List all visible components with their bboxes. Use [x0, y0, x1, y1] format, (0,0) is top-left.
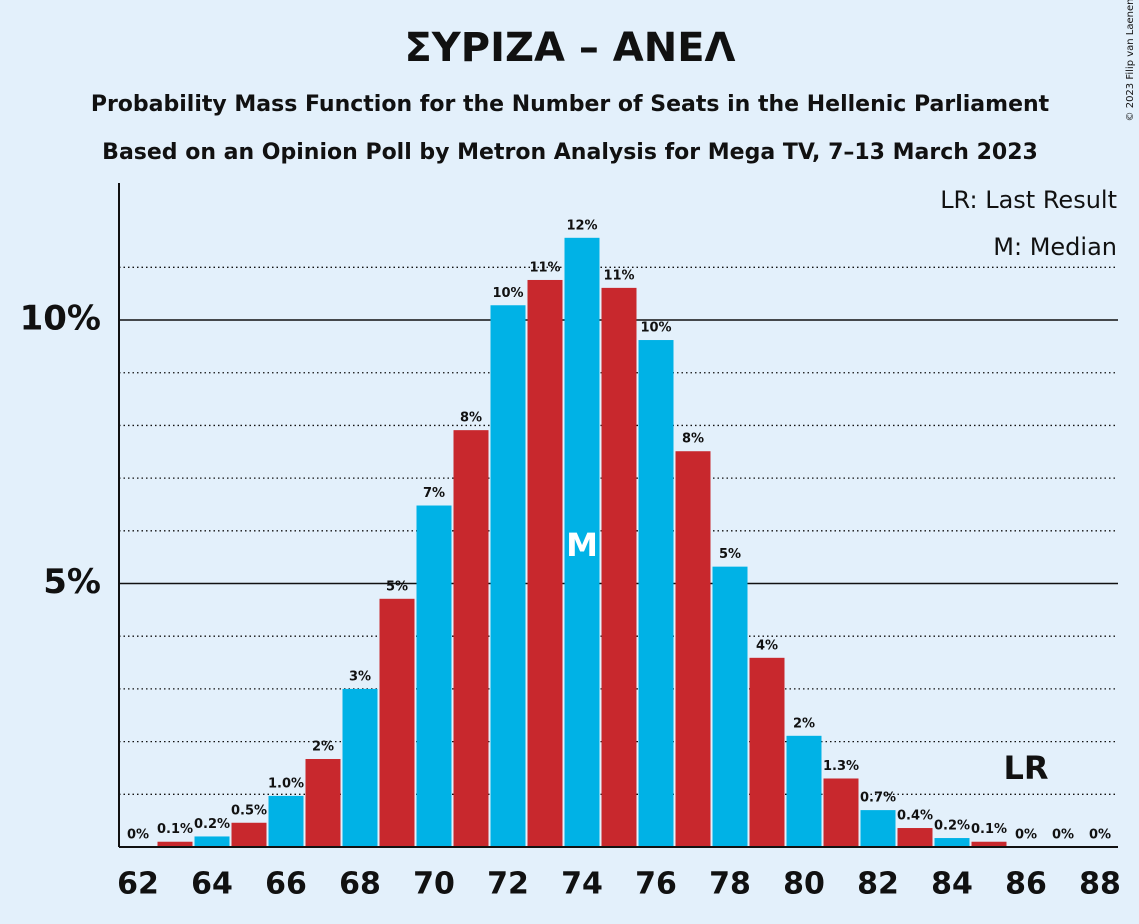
chart-subtitle: Probability Mass Function for the Number… [91, 92, 1050, 117]
x-tick-label: 88 [1079, 867, 1121, 902]
x-tick-label: 76 [635, 867, 677, 902]
bar [231, 822, 267, 847]
chart-subtitle: Based on an Opinion Poll by Metron Analy… [102, 140, 1038, 165]
last-result-marker: LR [1003, 749, 1048, 787]
bar [379, 598, 415, 847]
bar [342, 688, 378, 847]
bar [897, 828, 933, 847]
bar [786, 735, 822, 847]
value-label: 3% [349, 669, 371, 684]
x-tick-label: 66 [265, 867, 307, 902]
value-label: 12% [566, 218, 597, 233]
value-label: 0.7% [860, 791, 896, 806]
legend-entry: M: Median [993, 233, 1117, 261]
x-tick-label: 74 [561, 867, 603, 902]
value-label: 0% [1089, 828, 1111, 843]
value-label: 4% [756, 638, 778, 653]
value-label: 0% [1052, 828, 1074, 843]
value-label: 11% [603, 268, 634, 283]
bar [527, 279, 563, 847]
value-label: 0.2% [934, 819, 970, 834]
bar [638, 340, 674, 847]
copyright: © 2023 Filip van Laenen [1125, 0, 1136, 121]
value-label: 1.3% [823, 759, 859, 774]
value-label: 10% [492, 286, 523, 301]
x-tick-label: 64 [191, 867, 233, 902]
value-label: 7% [423, 486, 445, 501]
x-tick-label: 82 [857, 867, 899, 902]
x-tick-label: 68 [339, 867, 381, 902]
x-tick-label: 72 [487, 867, 529, 902]
value-label: 2% [793, 716, 815, 731]
bar [453, 430, 489, 847]
bar [305, 758, 341, 847]
legend-entry: LR: Last Result [940, 186, 1117, 214]
value-label: 5% [719, 547, 741, 562]
value-label: 2% [312, 739, 334, 754]
x-tick-label: 62 [117, 867, 159, 902]
value-label: 11% [529, 260, 560, 275]
x-tick-label: 80 [783, 867, 825, 902]
bar [564, 237, 600, 848]
bar [823, 778, 859, 847]
value-label: 8% [682, 432, 704, 447]
bar [416, 505, 452, 847]
bar [934, 838, 970, 847]
x-tick-label: 84 [931, 867, 973, 902]
value-label: 1.0% [268, 776, 304, 791]
y-tick-label: 5% [43, 562, 101, 602]
value-label: 0.5% [231, 803, 267, 818]
x-tick-label: 86 [1005, 867, 1047, 902]
value-label: 0% [127, 828, 149, 843]
median-marker: M [566, 526, 598, 564]
chart-title: ΣΥΡΙΖΑ – ΑΝΕΛ [404, 25, 735, 71]
bar [157, 841, 193, 847]
bar [712, 566, 748, 847]
value-label: 0.1% [157, 822, 193, 837]
bar [601, 287, 637, 847]
x-tick-label: 70 [413, 867, 455, 902]
value-label: 0.4% [897, 809, 933, 824]
x-tick-label: 78 [709, 867, 751, 902]
bar [675, 451, 711, 847]
value-label: 0% [1015, 828, 1037, 843]
value-label: 0.2% [194, 817, 230, 832]
value-label: 5% [386, 579, 408, 594]
bar [971, 841, 1007, 847]
bar [490, 305, 526, 847]
bar [749, 657, 785, 847]
value-label: 0.1% [971, 822, 1007, 837]
y-tick-label: 10% [20, 299, 101, 339]
value-label: 8% [460, 411, 482, 426]
bar [860, 810, 896, 847]
value-label: 10% [640, 321, 671, 336]
bar [268, 795, 304, 847]
bar [194, 836, 230, 847]
